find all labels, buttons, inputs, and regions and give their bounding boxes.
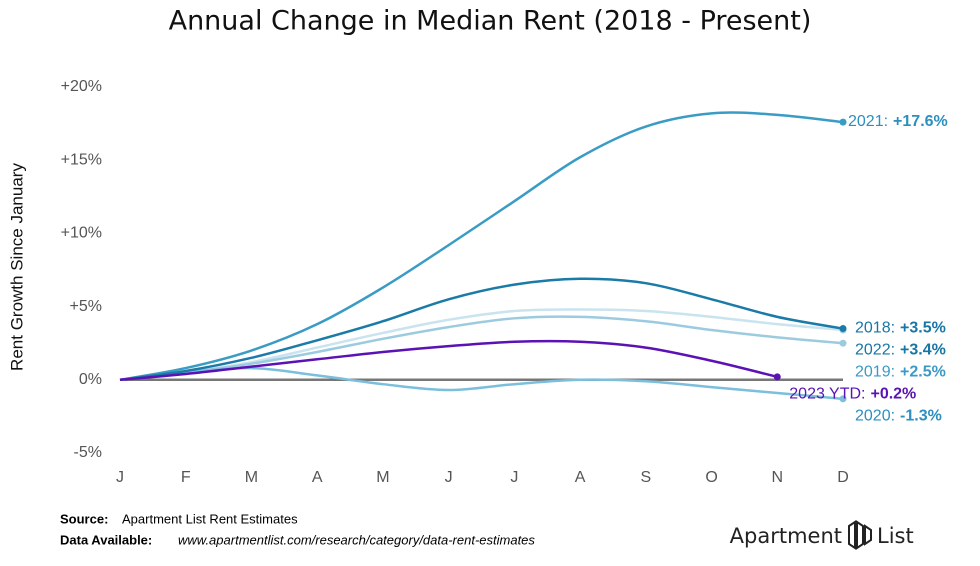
x-tick-label: S (640, 469, 651, 486)
series-line (119, 277, 844, 382)
source-label: Source: (60, 511, 108, 526)
logo-icon (848, 520, 872, 550)
x-tick-label: N (771, 469, 783, 486)
x-tick-label: J (510, 469, 518, 486)
end-value: +17.6% (893, 113, 948, 130)
end-label: 2021: +17.6% (848, 113, 948, 130)
end-point (773, 373, 781, 381)
y-tick-label: +5% (70, 298, 102, 315)
series-name: 2022: (855, 342, 895, 359)
series-line (119, 366, 844, 401)
y-tick-label: +20% (61, 78, 102, 95)
y-tick-label: 0% (79, 371, 102, 388)
series-name: 2020: (855, 408, 895, 425)
end-value: +3.5% (900, 320, 946, 337)
y-tick-label: +10% (61, 225, 102, 242)
data-url: www.apartmentlist.com/research/category/… (178, 532, 535, 547)
series-line (119, 315, 844, 382)
y-axis-label: Rent Growth Since January (7, 163, 26, 371)
end-label: 2018: +3.5% (855, 320, 946, 337)
end-label: 2020: -1.3% (855, 408, 942, 425)
series-line (119, 339, 778, 382)
source: Apartment List Rent Estimates (122, 511, 298, 526)
series-name: 2018: (855, 320, 895, 337)
x-tick-label: J (116, 469, 124, 486)
x-tick-label: F (181, 469, 191, 486)
series-line (119, 308, 844, 382)
chart-title: Annual Change in Median Rent (2018 - Pre… (169, 6, 812, 37)
series-line (119, 111, 844, 382)
series-name: 2021: (848, 113, 888, 130)
x-tick-label: M (245, 469, 258, 486)
end-point (839, 325, 847, 333)
end-value: +3.4% (900, 342, 946, 359)
series-name: 2023 YTD: (789, 386, 865, 403)
x-tick-label: O (705, 469, 717, 486)
x-tick-label: J (445, 469, 453, 486)
logo-text: List (877, 524, 914, 548)
x-tick-label: D (837, 469, 849, 486)
x-tick-label: M (376, 469, 389, 486)
logo-shape (848, 520, 872, 550)
end-point (839, 118, 847, 126)
end-label: 2022: +3.4% (855, 342, 946, 359)
end-point (839, 395, 847, 403)
end-value: +0.2% (870, 386, 916, 403)
y-tick-label: +15% (61, 151, 102, 168)
series-name: 2019: (855, 364, 895, 381)
x-tick-label: A (575, 469, 586, 486)
end-label: 2019: +2.5% (855, 364, 946, 381)
end-point (839, 339, 847, 347)
x-tick-label: A (312, 469, 323, 486)
end-label: 2023 YTD: +0.2% (789, 386, 916, 403)
end-value: +2.5% (900, 364, 946, 381)
logo-text: Apartment (730, 524, 842, 548)
data-label: Data Available: (60, 532, 152, 547)
y-tick-label: -5% (74, 444, 102, 461)
end-value: -1.3% (900, 408, 942, 425)
